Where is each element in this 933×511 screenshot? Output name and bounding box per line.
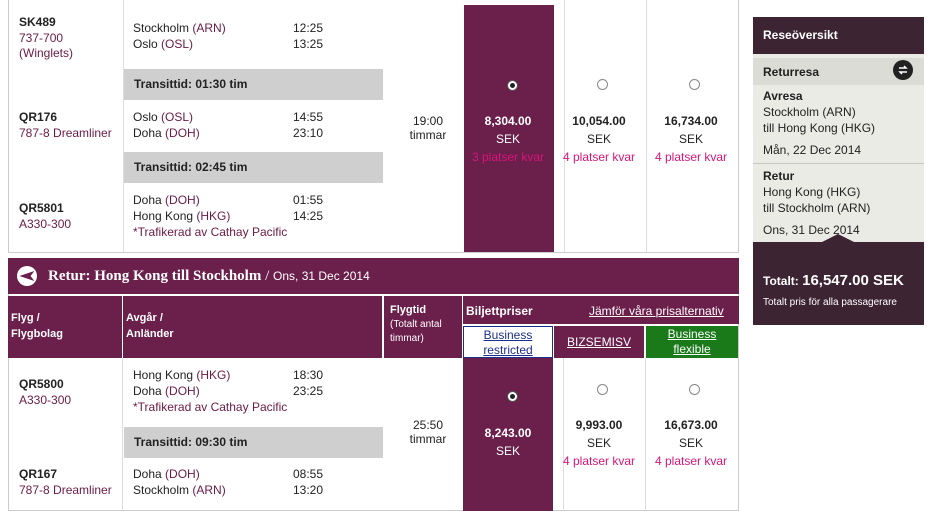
outbound-table xyxy=(8,0,739,253)
arrival-city: Doha (DOH) xyxy=(133,384,200,398)
total-duration: 19:00 timmar xyxy=(409,114,447,142)
selected-fare-column xyxy=(463,358,553,511)
fare-price: 16,673.00 SEK 4 platser kvar xyxy=(654,418,728,468)
flight-number: QR167 xyxy=(19,467,58,481)
col-header-duration: Flygtid (Totalt antal timmar) xyxy=(384,296,462,358)
total-price: 16,547.00 SEK xyxy=(802,272,904,289)
aircraft-type: A330-300 xyxy=(19,217,72,231)
plane-icon xyxy=(17,266,37,286)
departure-city: Hong Kong (HKG) xyxy=(133,368,231,382)
outbound-date: Mån, 22 Dec 2014 xyxy=(763,143,862,157)
aircraft-type: 787-8 Dreamliner xyxy=(19,126,112,140)
arrival-time: 23:25 xyxy=(293,384,324,398)
return-header-bar: Retur: Hong Kong till Stockholm / Ons, 3… xyxy=(8,258,739,294)
outbound-label: Avresa xyxy=(763,89,803,103)
return-date: Ons, 31 Dec 2014 xyxy=(273,269,370,283)
aircraft-type: A330-300 xyxy=(19,393,72,407)
outbound-to: till Hong Kong (HKG) xyxy=(763,121,876,135)
fare-radio-business-restricted[interactable] xyxy=(507,80,518,91)
transit-time: Transittid: 01:30 tim xyxy=(124,69,383,100)
operated-by-note: *Trafikerad av Cathay Pacific xyxy=(133,400,288,414)
arrival-city: Doha (DOH) xyxy=(133,126,200,140)
col-header-depart: Avgår / Anländer xyxy=(123,296,382,358)
flight-number: QR176 xyxy=(19,110,58,124)
return-label: Retur xyxy=(763,169,795,183)
departure-time: 01:55 xyxy=(293,193,324,207)
aircraft-type: 787-8 Dreamliner xyxy=(19,483,112,497)
fare-tab-business-flexible[interactable]: Business flexible xyxy=(646,326,738,358)
fare-tab-bizsemisv[interactable]: BIZSEMISV xyxy=(554,326,644,358)
fare-price: 8,304.00 SEK 3 platser kvar xyxy=(471,114,545,164)
departure-city: Doha (DOH) xyxy=(133,193,200,207)
departure-time: 08:55 xyxy=(293,467,324,481)
return-date: Ons, 31 Dec 2014 xyxy=(763,223,860,237)
summary-title: Reseöversikt xyxy=(753,17,924,54)
flight-number: SK489 xyxy=(19,15,56,29)
arrival-time: 13:25 xyxy=(293,37,324,51)
flight-number: QR5801 xyxy=(19,201,64,215)
fare-price: 8,243.00 SEK xyxy=(484,426,532,458)
arrival-city: Hong Kong (HKG) xyxy=(133,209,231,223)
departure-city: Doha (DOH) xyxy=(133,467,200,481)
swap-icon[interactable] xyxy=(893,60,913,80)
total-label: Totalt: xyxy=(763,274,799,288)
trip-summary: Reseöversikt Returresa Avresa Stockholm … xyxy=(753,17,924,325)
departure-city: Stockholm (ARN) xyxy=(133,21,226,35)
col-header-prices: Biljettpriser Jämför våra prisalternativ xyxy=(463,296,739,324)
fare-price: 10,054.00 SEK 4 platser kvar xyxy=(562,114,636,164)
arrival-city: Stockholm (ARN) xyxy=(133,483,226,497)
arrival-time: 13:20 xyxy=(293,483,324,497)
return-label: Retur: xyxy=(48,268,91,284)
fare-price: 9,993.00 SEK 4 platser kvar xyxy=(562,418,636,468)
fare-tab-business-restricted[interactable]: Business restricted xyxy=(463,326,553,358)
fare-radio-bizsemisv[interactable] xyxy=(597,384,608,395)
total-duration: 25:50 timmar xyxy=(409,418,447,446)
return-to: till Stockholm (ARN) xyxy=(763,201,871,215)
header-separator: / xyxy=(265,268,270,284)
fare-radio-business-flexible[interactable] xyxy=(689,79,700,90)
flight-number: QR5800 xyxy=(19,377,64,391)
selected-fare-column xyxy=(464,5,554,252)
aircraft-type: 737-700 (Winglets) xyxy=(19,31,74,60)
transit-time: Transittid: 09:30 tim xyxy=(124,427,383,458)
trip-type: Returresa xyxy=(763,65,820,79)
total-box: Totalt: 16,547.00 SEK Totalt pris för al… xyxy=(753,234,924,325)
col-header-flight: Flyg / Flygbolag xyxy=(8,296,122,358)
departure-time: 12:25 xyxy=(293,21,324,35)
arrival-time: 23:10 xyxy=(293,126,324,140)
operated-by-note: *Trafikerad av Cathay Pacific xyxy=(133,225,288,239)
outbound-from: Stockholm (ARN) xyxy=(763,105,856,119)
transit-time: Transittid: 02:45 tim xyxy=(124,152,383,183)
fare-radio-business-restricted[interactable] xyxy=(507,391,518,402)
fare-radio-business-flexible[interactable] xyxy=(689,384,700,395)
return-from: Hong Kong (HKG) xyxy=(763,185,861,199)
arrival-time: 14:25 xyxy=(293,209,324,223)
departure-time: 14:55 xyxy=(293,110,324,124)
fare-radio-bizsemisv[interactable] xyxy=(597,79,608,90)
departure-time: 18:30 xyxy=(293,368,324,382)
arrival-city: Oslo (OSL) xyxy=(133,37,194,51)
total-note: Totalt pris för alla passagerare xyxy=(763,297,897,308)
departure-city: Oslo (OSL) xyxy=(133,110,194,124)
return-route: Hong Kong till Stockholm xyxy=(94,268,262,284)
compare-prices-link[interactable]: Jämför våra prisalternativ xyxy=(589,304,724,318)
fare-price: 16,734.00 SEK 4 platser kvar xyxy=(654,114,728,164)
